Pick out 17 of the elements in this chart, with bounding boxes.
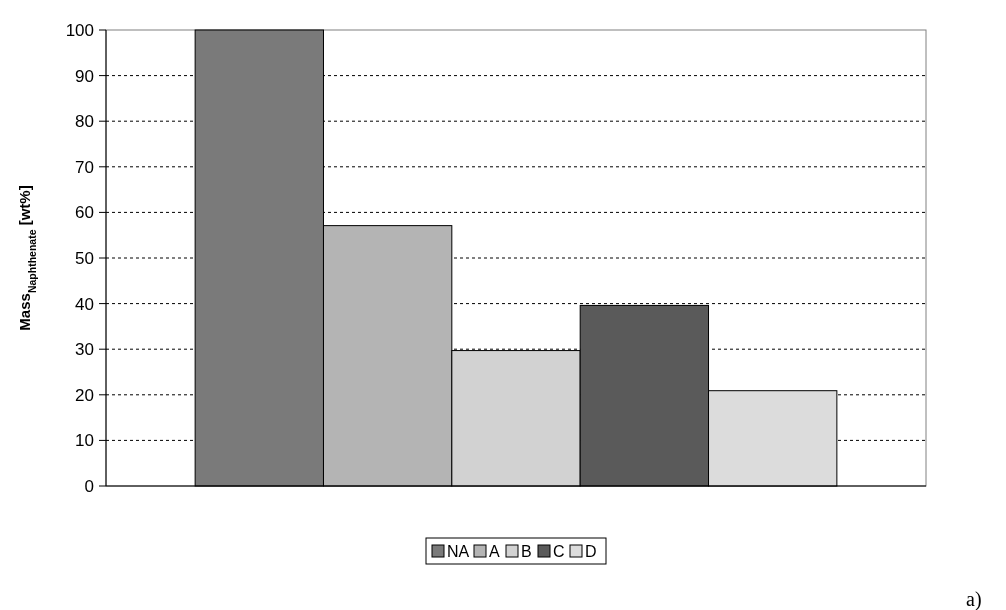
legend-label: D xyxy=(585,542,597,560)
y-tick-label: 70 xyxy=(75,157,94,177)
y-tick-label: 20 xyxy=(75,385,94,405)
y-tick-label: 100 xyxy=(65,20,94,40)
legend-label: B xyxy=(521,542,532,560)
legend-label: NA xyxy=(447,542,470,560)
y-tick-label: 40 xyxy=(75,294,94,314)
y-tick-label: 80 xyxy=(75,112,94,132)
y-tick-label: 90 xyxy=(75,66,94,86)
legend-label: C xyxy=(553,542,565,560)
y-tick-label: 10 xyxy=(75,431,94,451)
y-tick-label: 60 xyxy=(75,203,94,223)
text: a) xyxy=(966,588,982,610)
y-tick-label: 30 xyxy=(75,340,94,360)
legend-label: A xyxy=(489,542,500,560)
y-tick-label: 50 xyxy=(75,248,94,268)
y-tick-label: 0 xyxy=(84,476,94,496)
